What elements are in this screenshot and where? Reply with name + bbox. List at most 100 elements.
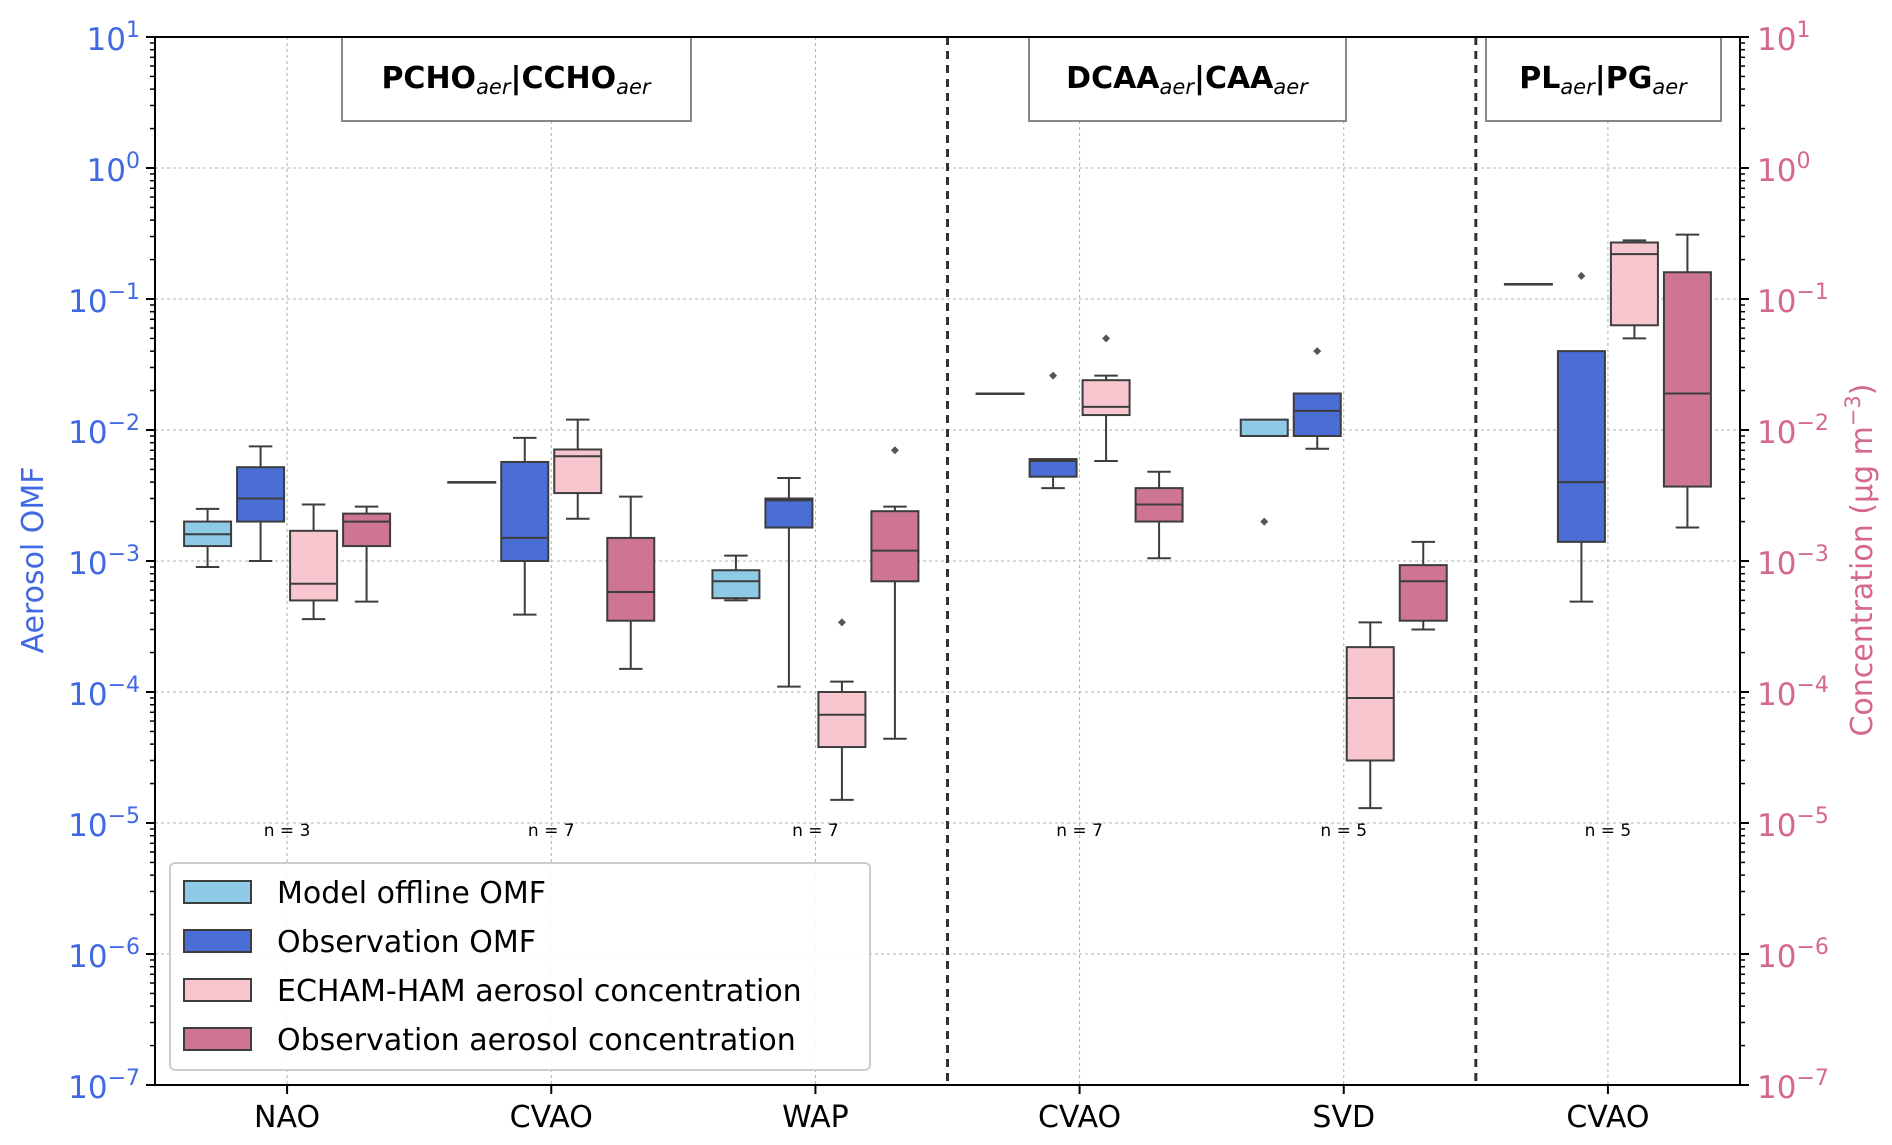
x-tick-label: CVAO — [1566, 1100, 1649, 1135]
y-right-tick-label-exp: −5 — [1796, 804, 1828, 829]
n-label: n = 7 — [1056, 821, 1103, 841]
panel-title-sep: | — [1595, 61, 1606, 96]
y-right-tick-label-base: 10 — [1757, 415, 1796, 451]
y-left-tick-label-exp: −6 — [108, 935, 140, 960]
y-right-tick-label-base: 10 — [1757, 153, 1796, 189]
y-left-tick-label-base: 10 — [87, 153, 126, 189]
box-2-1 — [764, 477, 814, 688]
y-left-tick-label-base: 10 — [68, 808, 107, 844]
y-left-tick-label: 10−7 — [68, 1066, 140, 1106]
box-0-1 — [236, 445, 286, 562]
panel-title-a: DCAA — [1066, 61, 1160, 96]
n-label: n = 7 — [528, 821, 575, 841]
legend-box — [169, 862, 871, 1071]
panel-title-b-sub: aer — [1652, 75, 1688, 99]
y-right-tick-label: 10−4 — [1757, 673, 1829, 713]
y-right-tick-label-exp: 0 — [1796, 149, 1810, 174]
box-body — [1292, 392, 1342, 437]
panel-title-sep: | — [511, 61, 522, 96]
y-right-tick-label: 10−2 — [1757, 411, 1829, 451]
box-3-1 — [1028, 371, 1078, 490]
y-right-tick-label-base: 10 — [1757, 546, 1796, 582]
legend: Model offline OMF Observation OMF ECHAM-HA… — [169, 862, 871, 1071]
box-body — [711, 569, 761, 600]
box-body — [1345, 646, 1395, 762]
y-left-tick-label-exp: −4 — [108, 673, 140, 698]
outlier-point — [1313, 347, 1322, 356]
panel-title-a: PCHO — [381, 61, 476, 96]
y-right-tick-label-exp: −2 — [1796, 411, 1828, 436]
y-right-tick-label-exp: −3 — [1796, 542, 1828, 567]
y-right-tick-label: 10−6 — [1757, 935, 1829, 975]
panel-title-b-sub: aer — [1273, 75, 1309, 99]
box-4-2 — [1345, 621, 1395, 810]
y-left-tick-label-base: 10 — [68, 546, 107, 582]
y-left-tick-label: 10−5 — [68, 804, 140, 844]
outlier-point — [1577, 271, 1586, 280]
y-left-tick-label-base: 10 — [68, 1070, 107, 1106]
x-tick-label: CVAO — [510, 1100, 593, 1135]
panel-title-b: CAA — [1205, 61, 1274, 96]
y-left-tick-label-base: 10 — [68, 677, 107, 713]
panel-title-box — [1028, 36, 1347, 122]
y-right-tick-label-exp: 1 — [1796, 18, 1810, 43]
y-left-tick-label-exp: −2 — [108, 411, 140, 436]
box-0-3 — [342, 505, 392, 603]
n-label: n = 5 — [1585, 821, 1632, 841]
y-left-tick-label-base: 10 — [68, 284, 107, 320]
y-left-tick-label-exp: −7 — [108, 1066, 140, 1091]
y-right-label-exp: −3 — [1841, 395, 1865, 426]
box-body — [1028, 458, 1078, 478]
y-left-tick-label-base: 10 — [87, 22, 126, 58]
y-left-tick-label: 10−2 — [68, 411, 140, 451]
box-5-1 — [1556, 271, 1606, 603]
y-right-tick-label-base: 10 — [1757, 284, 1796, 320]
box-1-1 — [500, 436, 550, 616]
box-2-2 — [817, 618, 867, 801]
legend-swatch — [183, 978, 252, 1002]
y-left-tick-label: 10−3 — [68, 542, 140, 582]
y-right-tick-label: 101 — [1757, 18, 1810, 58]
x-tick-label: SVD — [1312, 1100, 1375, 1135]
panel-title-a-sub: aer — [1560, 75, 1596, 99]
box-body — [342, 512, 392, 548]
legend-swatch — [183, 1027, 252, 1051]
y-right-tick-label-exp: −6 — [1796, 935, 1828, 960]
box-5-3 — [1662, 233, 1712, 529]
box-body — [1398, 564, 1448, 622]
x-tick-label: NAO — [254, 1100, 320, 1135]
box-5-0 — [1503, 283, 1553, 286]
y-right-tick-label: 100 — [1757, 149, 1810, 189]
y-right-tick-label-base: 10 — [1757, 677, 1796, 713]
box-4-0 — [1239, 418, 1289, 526]
y-left-tick-label: 101 — [87, 18, 140, 58]
y-right-tick-label-base: 10 — [1757, 939, 1796, 975]
box-body — [764, 497, 814, 529]
legend-entry-label: Observation OMF — [277, 925, 536, 960]
panel-dividers — [946, 37, 1478, 1085]
box-1-3 — [606, 495, 656, 670]
y-axis-right-label: Concentration (µg m−3) — [1841, 383, 1880, 736]
outlier-point — [890, 446, 899, 455]
y-right-label-base: Concentration (µg m — [1845, 426, 1880, 736]
y-axis-left-label: Aerosol OMF — [16, 466, 51, 653]
y-left-tick-label: 100 — [87, 149, 140, 189]
box-1-0 — [447, 481, 497, 484]
panel-title-b: PG — [1606, 61, 1653, 96]
y-right-tick-label-base: 10 — [1757, 22, 1796, 58]
box-4-1 — [1292, 347, 1342, 450]
box-5-2 — [1609, 239, 1659, 340]
y-right-tick-label-exp: −4 — [1796, 673, 1828, 698]
box-body — [606, 536, 656, 622]
y-right-tick-label: 10−3 — [1757, 542, 1829, 582]
y-right-tick-label-base: 10 — [1757, 808, 1796, 844]
box-body — [1662, 271, 1712, 488]
y-right-tick-label: 10−7 — [1757, 1066, 1829, 1106]
outlier-point — [837, 618, 846, 627]
box-body — [500, 460, 550, 563]
y-left-tick-label-exp: 0 — [126, 149, 140, 174]
legend-swatch — [183, 929, 252, 953]
y-right-tick-label: 10−1 — [1757, 280, 1829, 320]
